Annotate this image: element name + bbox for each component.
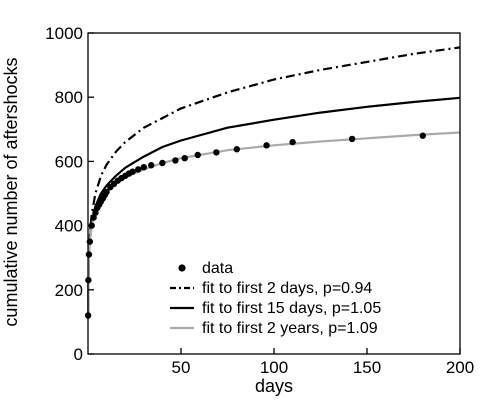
y-tick-label-3: 600 xyxy=(55,152,83,171)
legend-label-2: fit to first 15 days, p=1.05 xyxy=(202,300,381,317)
data-point-31 xyxy=(348,135,356,143)
y-tick-label-4: 800 xyxy=(55,88,83,107)
legend: data fit to first 2 days, p=0.94 fit to fi… xyxy=(170,260,381,337)
data-point-30 xyxy=(289,138,296,146)
y-tick-label-0: 0 xyxy=(74,345,83,364)
y-axis-label: cumulative number of aftershocks xyxy=(1,57,21,326)
data-point-21 xyxy=(140,163,147,171)
y-tick-label-2: 400 xyxy=(55,217,83,236)
x-tick-label-0: 50 xyxy=(172,358,191,377)
data-point-6 xyxy=(92,209,99,216)
data-point-28 xyxy=(233,146,240,153)
x-tick-label-3: 200 xyxy=(446,358,474,377)
data-point-24 xyxy=(172,157,179,164)
axes: 50 100 150 200 0 200 400 600 800 1000 xyxy=(45,24,474,377)
data-point-12 xyxy=(103,188,110,196)
legend-label-3: fit to first 2 years, p=1.09 xyxy=(202,320,378,337)
data-point-20 xyxy=(135,166,142,173)
data-point-2 xyxy=(85,251,93,258)
data-point-29 xyxy=(263,142,270,149)
y-tick-label-1: 200 xyxy=(55,281,83,300)
data-point-22 xyxy=(148,162,155,169)
legend-label-0: data xyxy=(202,260,233,277)
y-tick-label-5: 1000 xyxy=(45,24,83,43)
x-tick-label-1: 100 xyxy=(260,358,288,377)
data-point-23 xyxy=(159,159,166,167)
legend-marker-0 xyxy=(178,264,186,272)
data-point-19 xyxy=(129,168,136,175)
data-point-5 xyxy=(90,214,97,221)
plot-area xyxy=(84,46,461,319)
data-point-26 xyxy=(194,151,201,159)
series-line-1 xyxy=(87,46,461,319)
data-point-27 xyxy=(213,149,220,156)
data-point-32 xyxy=(419,132,426,139)
data-point-25 xyxy=(181,154,188,162)
x-axis-label: days xyxy=(255,376,293,396)
x-tick-label-2: 150 xyxy=(353,358,381,377)
legend-label-1: fit to first 2 days, p=0.94 xyxy=(202,280,372,297)
